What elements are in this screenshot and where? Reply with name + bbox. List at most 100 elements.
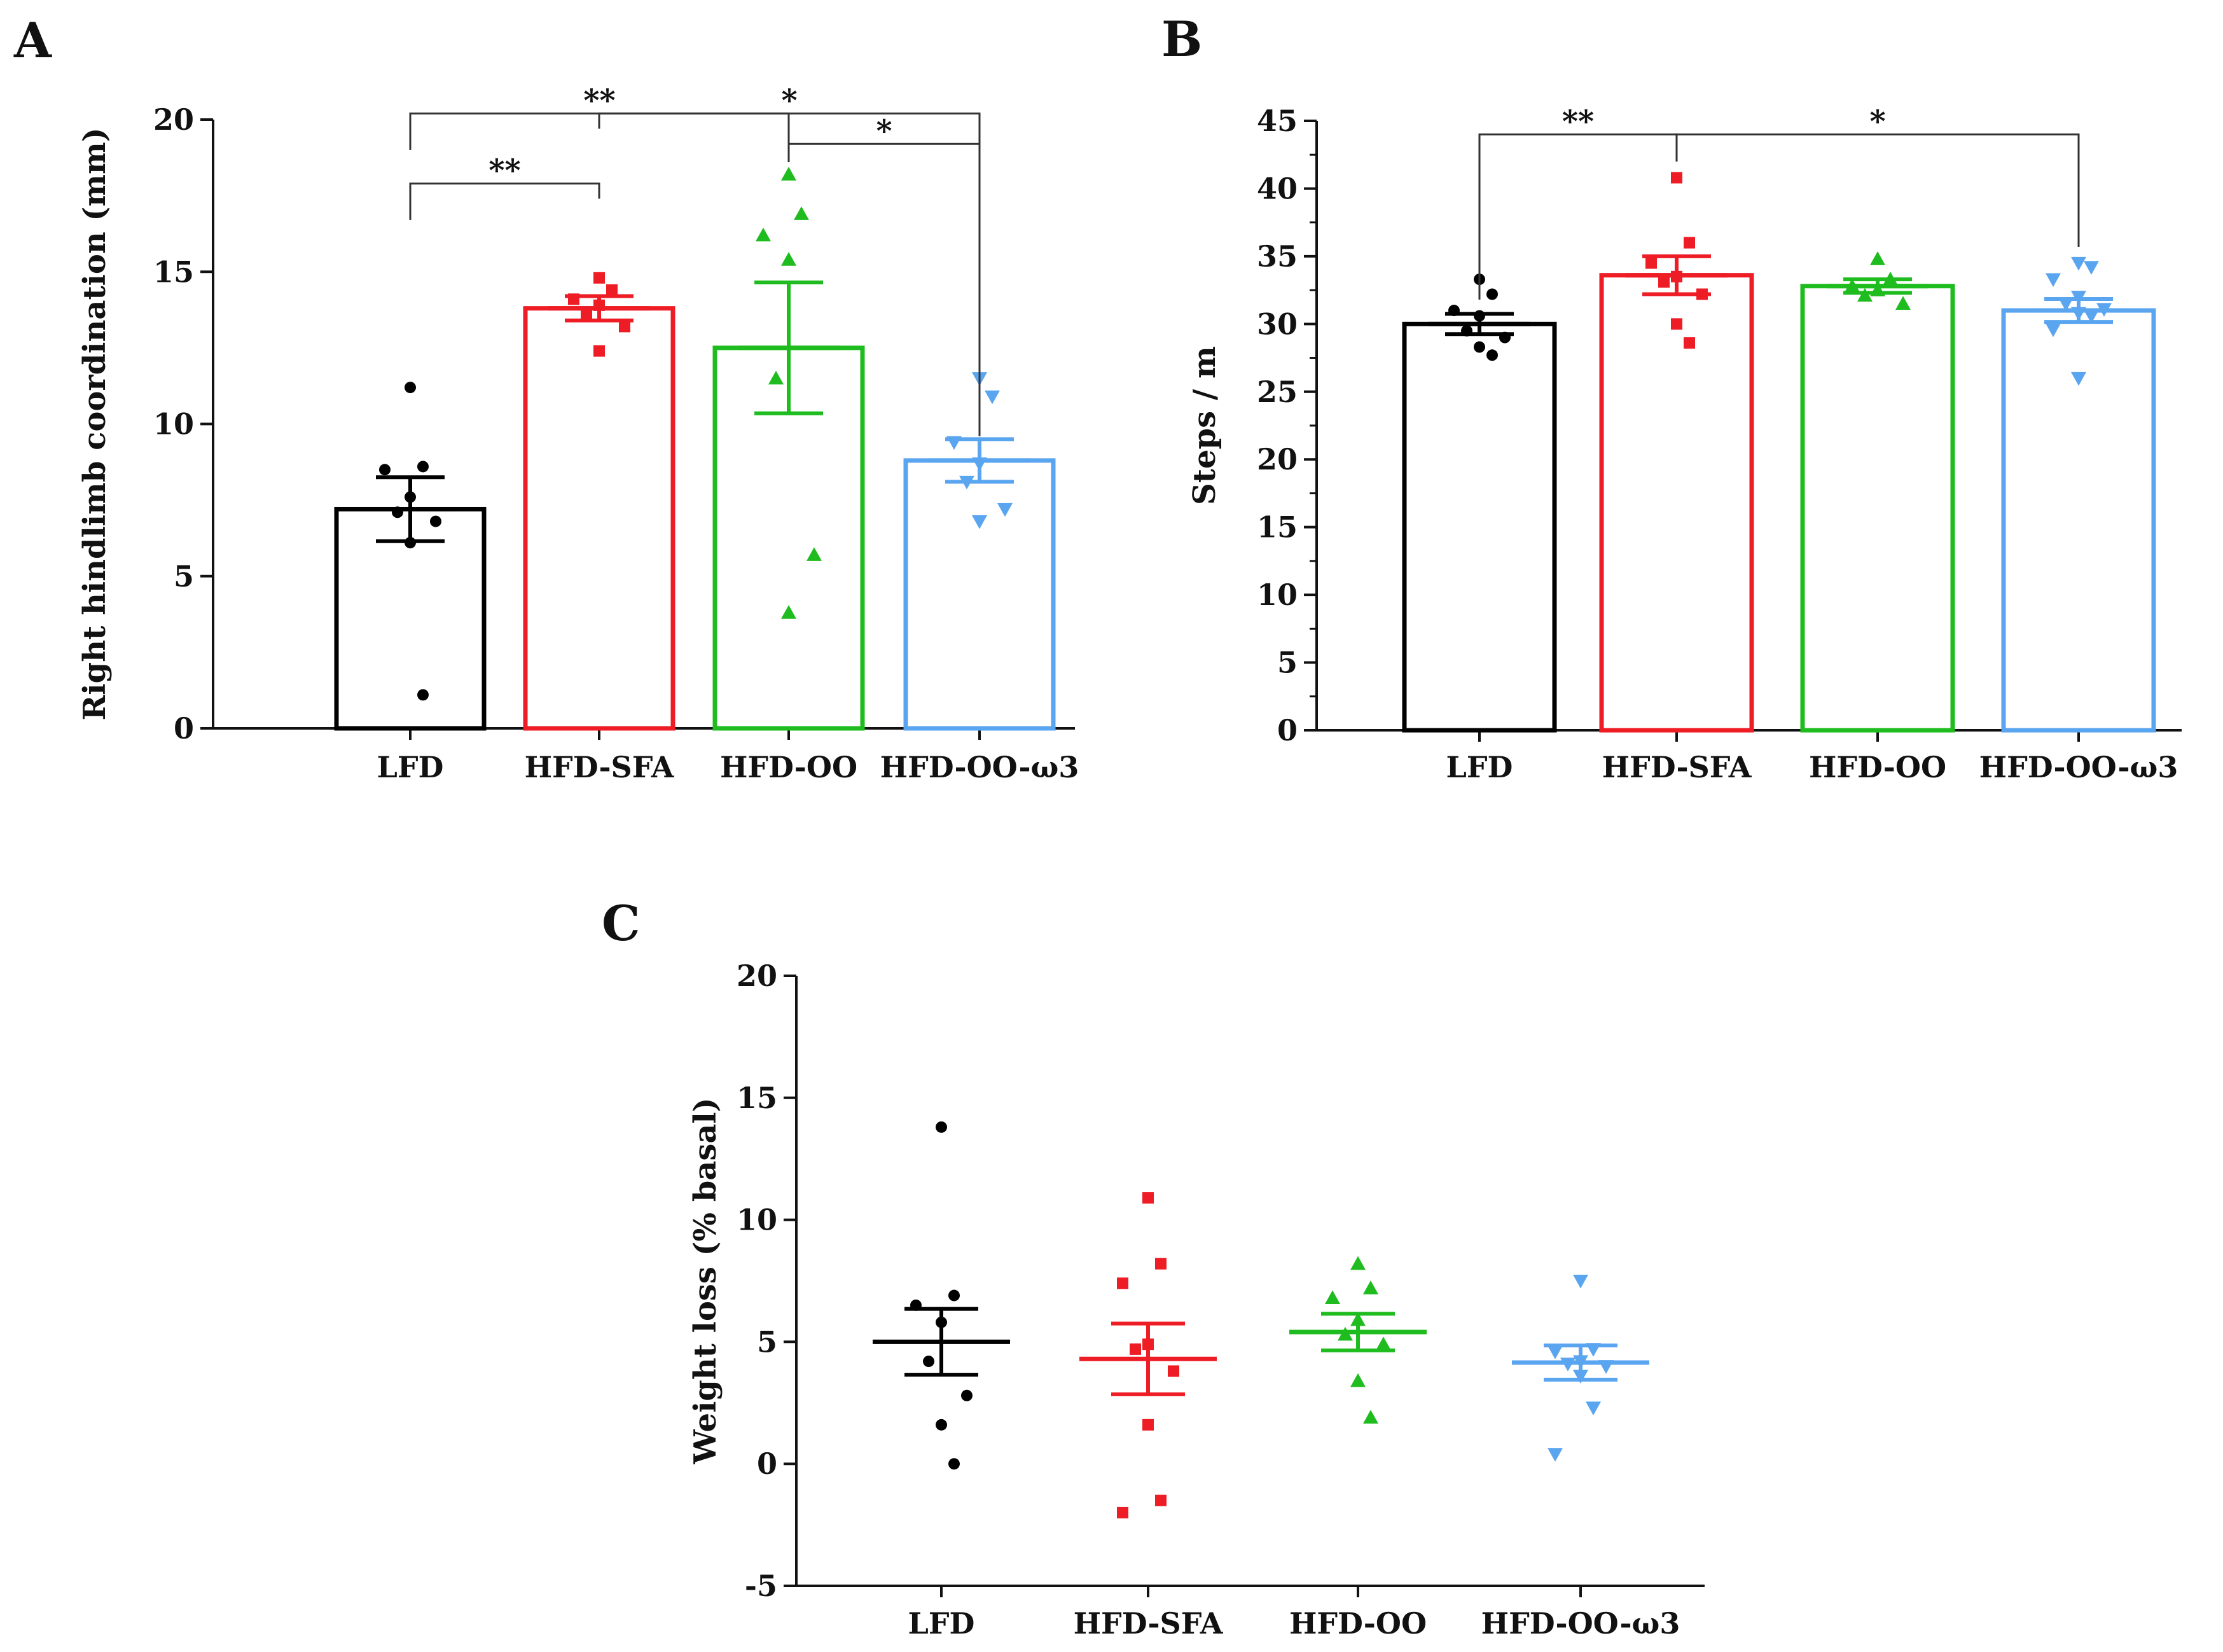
y-axis-title: Steps / m [1187,346,1222,505]
significance-label: * [781,83,797,118]
bar [1402,321,1557,733]
panel-c-letter: C [602,895,641,952]
panel-a-letter: A [13,12,52,69]
x-tick-label: LFD [377,750,444,784]
data-point [1870,251,1885,265]
panel-a: A 0 5 10 15 20 Right hindlimb coordination (mm… [13,12,1079,784]
significance-bracket [1675,133,2080,247]
data-point [1684,337,1695,349]
data-point [2046,273,2061,288]
data-point [1155,1258,1167,1270]
data-point [1474,341,1485,353]
x-tick-label: HFD-OO [1809,750,1946,784]
data-point [1155,1494,1167,1506]
y-tick-label: 0 [757,1447,777,1481]
y-tick-label: 5 [757,1324,777,1359]
data-point [948,1289,960,1301]
y-tick-label: 35 [1257,239,1298,274]
data-point [1548,1448,1563,1462]
series-hfd-oo [1800,251,1955,733]
y-tick-label: -5 [745,1569,777,1603]
data-point [1350,1373,1366,1387]
series-lfd [873,1121,1010,1470]
data-point [1117,1277,1128,1289]
x-tick-label: HFD-OO [720,750,857,784]
x-tick-label: HFD-OO-ω3 [1979,750,2178,784]
data-point [1486,349,1498,361]
data-point [1895,296,1911,310]
data-point [936,1419,947,1431]
data-point [768,370,784,385]
data-point [1586,1401,1601,1415]
panel-b: B 0 5 10 15 20 25 30 35 40 45 Steps / m LFD HFD-SFA HF… [1161,11,2182,784]
series-hfd-oo-3 [2001,256,2156,733]
y-tick-label: 25 [1257,375,1298,409]
x-tick-label: HFD-OO [1289,1606,1427,1641]
data-point [593,345,605,357]
significance-bracket [787,142,981,436]
data-point [1325,1290,1340,1304]
data-point [619,321,630,333]
data-point [2058,297,2074,312]
significance-label: ** [488,153,520,188]
x-tick-label: HFD-OO-ω3 [880,750,1079,784]
data-point [1350,1256,1366,1270]
data-point [1117,1506,1128,1518]
x-tick-label: HFD-SFA [1602,750,1752,784]
data-point [781,252,796,266]
x-tick-label: HFD-OO-ω3 [1481,1606,1680,1641]
data-point [1168,1365,1179,1377]
series-hfd-oo-3 [903,372,1056,731]
data-point [794,206,809,220]
y-tick-label: 5 [1277,646,1298,680]
series-hfd-sfa [1599,172,1754,733]
significance-label: * [1869,104,1885,139]
data-point [1658,276,1670,288]
data-point [781,167,796,181]
y-tick-label: 15 [1257,510,1298,545]
y-axis-title: Right hindlimb coordination (mm) [77,128,113,721]
significance-label: * [876,113,892,149]
data-point [405,382,416,394]
data-point [606,284,618,296]
data-point [756,227,771,242]
data-point [1486,288,1498,300]
panel-c: C -5 0 5 10 15 20 Weight loss (% basal) LFD HFD-S… [602,895,1705,1641]
data-point [1142,1192,1154,1204]
y-tick-label: 20 [737,959,777,993]
data-point [2071,371,2086,386]
y-tick-label: 15 [737,1081,777,1115]
y-tick-label: 30 [1257,307,1298,341]
data-point [1363,1410,1378,1424]
y-tick-label: 0 [174,711,194,746]
data-point [1857,288,1873,302]
series-hfd-sfa [523,272,675,731]
data-point [781,605,796,619]
data-point [2071,256,2086,271]
series-lfd [1402,274,1557,733]
y-tick-label: 45 [1257,104,1298,138]
significance-label: ** [1562,104,1594,139]
data-point [581,309,592,321]
x-tick-label: HFD-SFA [1074,1606,1224,1641]
data-point [936,1121,947,1133]
data-point [997,503,1013,517]
data-point [923,1356,934,1368]
data-point [1142,1419,1154,1431]
y-tick-label: 40 [1257,171,1298,205]
y-axis-title: Weight loss (% basal) [688,1098,723,1465]
data-point [972,515,987,529]
series-hfd-oo [712,167,865,731]
data-point [948,1458,960,1470]
data-point [1363,1281,1378,1295]
data-point [1684,237,1695,249]
bar [1599,273,1754,733]
data-point [2084,309,2099,324]
y-tick-label: 15 [153,254,194,289]
data-point [1671,172,1682,184]
series-hfd-oo [1289,1256,1427,1424]
y-tick-label: 5 [174,559,194,593]
data-point [807,547,822,561]
y-tick-label: 10 [153,407,194,441]
bar [1800,284,1955,733]
